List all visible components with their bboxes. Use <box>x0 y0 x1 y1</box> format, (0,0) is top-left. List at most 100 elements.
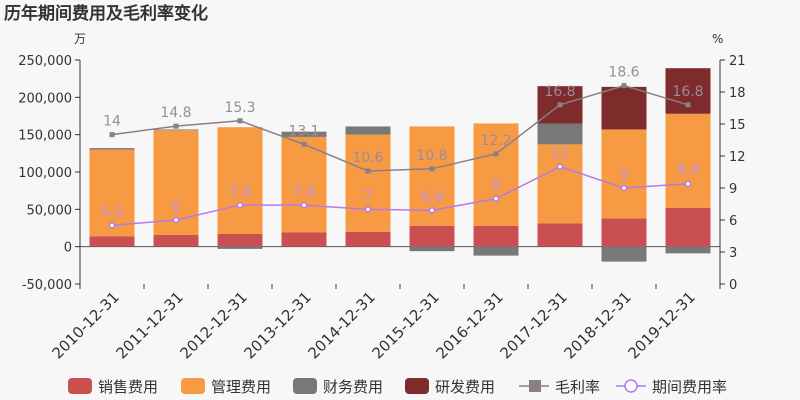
legend-label: 财务费用 <box>323 378 383 396</box>
x-tick-label: 2012-12-31 <box>176 288 250 362</box>
legend-label: 销售费用 <box>98 378 158 396</box>
bar-segment <box>89 149 135 237</box>
bar-segment <box>537 144 583 224</box>
right-tick-label: 0 <box>729 278 737 293</box>
right-tick-label: 12 <box>729 150 746 165</box>
legend-swatch <box>293 378 317 394</box>
expense-rate-point <box>428 207 436 214</box>
bar-segment <box>345 134 391 232</box>
data-label: 9 <box>620 167 629 183</box>
data-label: 8 <box>492 178 501 194</box>
data-label: 7.4 <box>293 184 315 200</box>
x-tick-label: 2019-12-31 <box>624 288 698 362</box>
bar-segment <box>665 246 711 254</box>
data-labels: 14 14.8 15.3 13.1 10.6 10.8 12.2 16.8 18.6 16.8 5.… <box>101 65 704 221</box>
x-tick-label: 2011-12-31 <box>112 288 186 362</box>
chart-title: 历年期间费用及毛利率变化 <box>4 3 208 24</box>
data-label: 15.3 <box>224 100 255 116</box>
series-line <box>111 165 689 227</box>
expense-rate-point <box>172 216 180 224</box>
x-tick-label: 2010-12-31 <box>48 288 122 362</box>
bar-segment <box>665 113 711 208</box>
bars <box>89 68 711 262</box>
data-label: 5.5 <box>101 204 123 220</box>
bar-segment <box>473 225 519 247</box>
bar-segment <box>537 123 583 145</box>
expense-rate-point <box>236 201 244 209</box>
left-tick-label: 250,000 <box>18 54 72 69</box>
right-tick-label: 3 <box>729 246 737 261</box>
right-tick-label: 6 <box>729 214 737 229</box>
right-tick-label: 15 <box>729 118 746 133</box>
data-label: 9.4 <box>677 163 699 179</box>
bar-segment <box>281 136 327 233</box>
lines <box>108 83 692 229</box>
bar-segment <box>345 126 391 135</box>
expense-rate-point <box>556 163 564 170</box>
gross-margin-point <box>557 102 563 108</box>
data-label: 16.8 <box>544 84 575 100</box>
bar-segment <box>345 231 391 247</box>
bar-segment <box>601 86 647 130</box>
x-tick-label: 2016-12-31 <box>432 288 506 362</box>
gross-margin-point <box>429 166 435 172</box>
left-tick-label: -50,000 <box>22 278 72 293</box>
right-tick-label: 21 <box>729 54 746 69</box>
legend-label: 研发费用 <box>435 378 495 396</box>
bar-segment <box>473 246 519 256</box>
bar-segment <box>537 223 583 247</box>
gross-margin-point <box>237 118 243 124</box>
legend-swatch <box>405 378 429 394</box>
legend-label: 期间费用率 <box>652 378 727 396</box>
data-label: 10.6 <box>352 150 383 166</box>
data-label: 14.8 <box>160 105 191 121</box>
data-label: 6 <box>172 199 181 215</box>
gross-margin-point <box>365 168 371 174</box>
right-axis-unit: % <box>712 32 723 46</box>
bar-segment <box>409 246 455 252</box>
expense-rate-point <box>620 184 628 192</box>
x-tick-label: 2014-12-31 <box>304 288 378 362</box>
left-axis-unit: 万 <box>74 32 86 46</box>
data-label: 7.4 <box>229 184 251 200</box>
bar-segment <box>217 233 263 247</box>
data-label: 16.8 <box>672 84 703 100</box>
series-line <box>111 84 689 172</box>
bar-segment <box>409 225 455 247</box>
expense-rate-point <box>108 222 116 229</box>
gross-margin-point <box>109 132 115 138</box>
bar-segment <box>473 123 519 226</box>
x-tick-label: 2013-12-31 <box>240 288 314 362</box>
data-label: 13.1 <box>288 123 319 139</box>
bar-segment <box>281 131 327 137</box>
bar-segment <box>217 127 263 234</box>
bar-segment <box>153 234 199 247</box>
legend-swatch <box>68 378 92 394</box>
data-label: 11 <box>551 146 569 162</box>
expense-rate-point <box>300 201 308 209</box>
x-tick-label: 2017-12-31 <box>496 288 570 362</box>
expense-rate-point <box>492 195 500 202</box>
bar-segment <box>601 129 647 219</box>
legend-marker <box>624 379 638 393</box>
legend-swatch <box>181 378 205 394</box>
data-label: 6.9 <box>421 189 443 205</box>
left-tick-label: 0 <box>64 241 72 256</box>
legend: 销售费用 管理费用 财务费用 研发费用 毛利率 期间费用率 <box>68 378 727 396</box>
data-label: 14 <box>103 114 121 130</box>
expense-rate-point <box>684 180 692 187</box>
legend-marker <box>529 380 541 392</box>
right-tick-label: 9 <box>729 182 737 197</box>
data-label: 18.6 <box>608 65 639 81</box>
gross-margin-point <box>685 102 691 108</box>
bar-segment <box>601 246 647 262</box>
gross-margin-point <box>493 151 499 157</box>
data-label: 10.8 <box>416 148 447 164</box>
gross-margin-point <box>301 141 307 147</box>
x-tick-label: 2015-12-31 <box>368 288 442 362</box>
bar-segment <box>89 148 135 150</box>
x-tick-label: 2018-12-31 <box>560 288 634 362</box>
bar-segment <box>601 218 647 247</box>
bar-segment <box>89 236 135 247</box>
expense-rate-point <box>364 206 372 213</box>
